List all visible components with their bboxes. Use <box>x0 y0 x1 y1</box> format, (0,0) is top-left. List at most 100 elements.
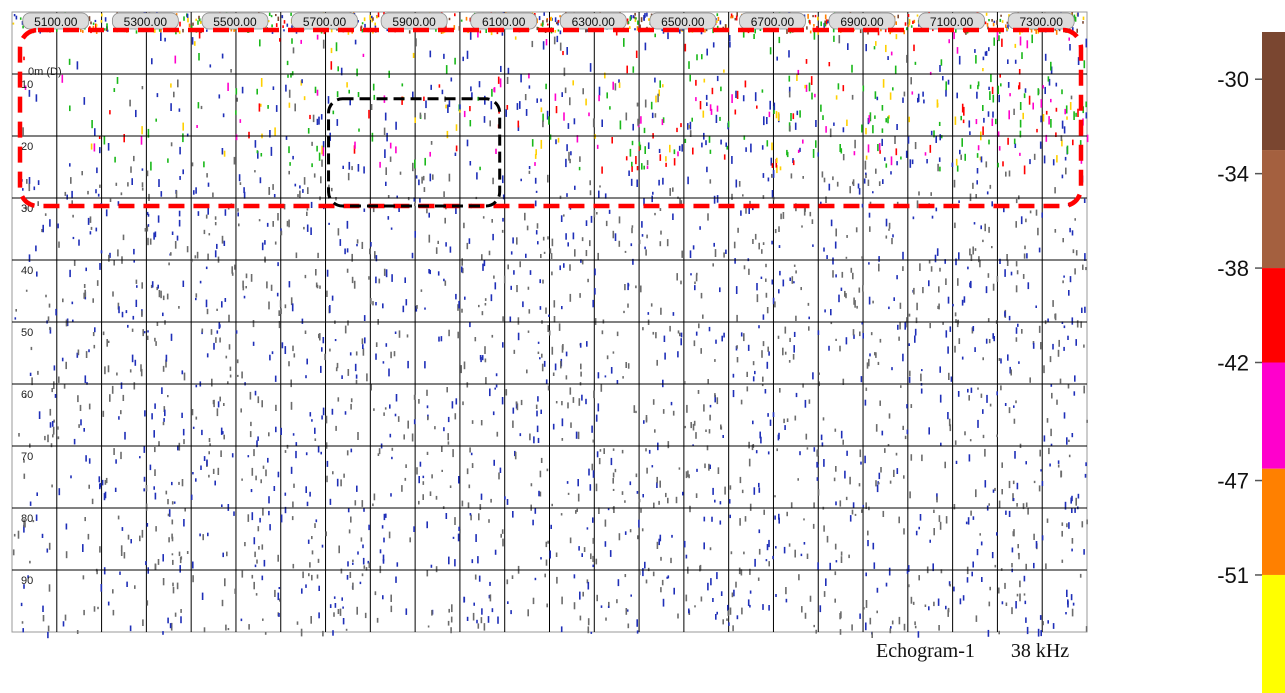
echo-mark <box>1049 356 1052 363</box>
echo-mark <box>194 255 197 259</box>
echo-mark <box>731 592 734 598</box>
echo-mark <box>1068 37 1070 41</box>
echo-mark <box>145 485 148 492</box>
echo-mark <box>122 394 125 401</box>
echo-mark <box>851 94 854 100</box>
echo-mark <box>162 365 165 372</box>
echo-mark <box>28 183 31 192</box>
echo-mark <box>727 604 729 611</box>
echo-mark <box>638 143 641 151</box>
echo-mark <box>61 357 64 362</box>
echo-mark <box>156 93 159 98</box>
echo-mark <box>483 623 486 631</box>
echo-mark <box>638 519 640 528</box>
echo-mark <box>930 192 932 196</box>
echo-mark <box>21 621 24 624</box>
echo-mark <box>327 96 330 104</box>
echo-mark <box>679 332 681 337</box>
echo-mark <box>980 225 982 230</box>
echo-mark <box>260 479 262 484</box>
echo-mark <box>796 74 798 81</box>
echo-mark <box>47 434 49 443</box>
echo-mark <box>546 110 549 120</box>
echo-mark <box>405 464 407 468</box>
echo-mark <box>482 263 484 271</box>
echo-mark <box>933 528 935 536</box>
echo-mark <box>725 142 727 147</box>
echo-mark <box>823 247 825 252</box>
echo-mark <box>1074 16 1077 22</box>
echo-mark <box>793 281 795 284</box>
echo-mark <box>179 176 181 180</box>
echo-mark <box>610 367 613 374</box>
echo-mark <box>24 85 27 90</box>
echo-mark <box>906 317 908 323</box>
echo-mark <box>109 394 111 402</box>
echo-mark <box>897 324 899 330</box>
echo-mark <box>127 182 129 187</box>
echo-mark <box>1027 282 1030 290</box>
echo-mark <box>858 287 861 293</box>
echo-mark <box>72 214 74 218</box>
echo-mark <box>545 307 547 314</box>
echo-mark <box>446 130 449 139</box>
echo-mark <box>179 565 181 573</box>
echo-mark <box>1025 218 1027 223</box>
echo-mark <box>599 449 602 452</box>
echo-mark <box>635 156 637 165</box>
echo-mark <box>876 610 878 614</box>
echo-mark <box>215 337 217 343</box>
echo-mark <box>855 227 858 233</box>
echo-mark <box>1060 470 1062 478</box>
echo-mark <box>980 156 983 163</box>
echo-mark <box>418 476 420 484</box>
echo-mark <box>225 624 227 631</box>
echo-mark <box>694 281 696 285</box>
echo-mark <box>629 26 631 29</box>
echo-mark <box>462 401 464 406</box>
echo-mark <box>414 159 416 169</box>
echo-mark <box>495 148 497 154</box>
echo-mark <box>658 538 660 546</box>
echo-mark <box>50 443 53 448</box>
echo-mark <box>604 519 607 527</box>
echo-mark <box>377 12 380 18</box>
echo-mark <box>623 310 625 314</box>
echo-mark <box>1007 137 1009 145</box>
echo-mark <box>429 151 431 157</box>
echo-mark <box>903 528 905 535</box>
echo-mark <box>559 42 562 51</box>
echo-mark <box>1084 306 1086 313</box>
echo-mark <box>988 339 991 344</box>
echo-mark <box>788 50 790 58</box>
echo-mark <box>528 309 531 314</box>
echo-mark <box>349 352 352 356</box>
echo-mark <box>1026 40 1029 49</box>
x-tick-label: 7100.00 <box>930 15 974 29</box>
echo-mark <box>984 223 986 232</box>
echo-mark <box>585 220 588 226</box>
echo-mark <box>483 259 486 267</box>
echo-mark <box>960 115 962 121</box>
x-axis-ticks: 5100.00 5300.00 5500.00 5700.00 5900.00 6100.… <box>22 12 1075 30</box>
echo-mark <box>1082 21 1084 24</box>
echo-mark <box>643 127 646 134</box>
echo-mark <box>244 542 246 547</box>
echo-mark <box>334 339 337 342</box>
echo-mark <box>223 150 226 157</box>
echo-mark <box>639 144 642 150</box>
echo-mark <box>786 511 788 517</box>
echo-mark <box>549 17 551 21</box>
echo-mark <box>83 428 85 432</box>
echo-mark <box>728 622 730 626</box>
echo-mark <box>502 175 504 184</box>
echo-mark <box>467 502 470 508</box>
echo-mark <box>1050 119 1052 128</box>
echo-mark <box>991 246 993 249</box>
echo-mark <box>1006 27 1009 31</box>
echo-mark <box>693 340 696 347</box>
echo-mark <box>488 594 491 599</box>
echo-mark <box>719 287 721 293</box>
echo-mark <box>336 478 339 487</box>
